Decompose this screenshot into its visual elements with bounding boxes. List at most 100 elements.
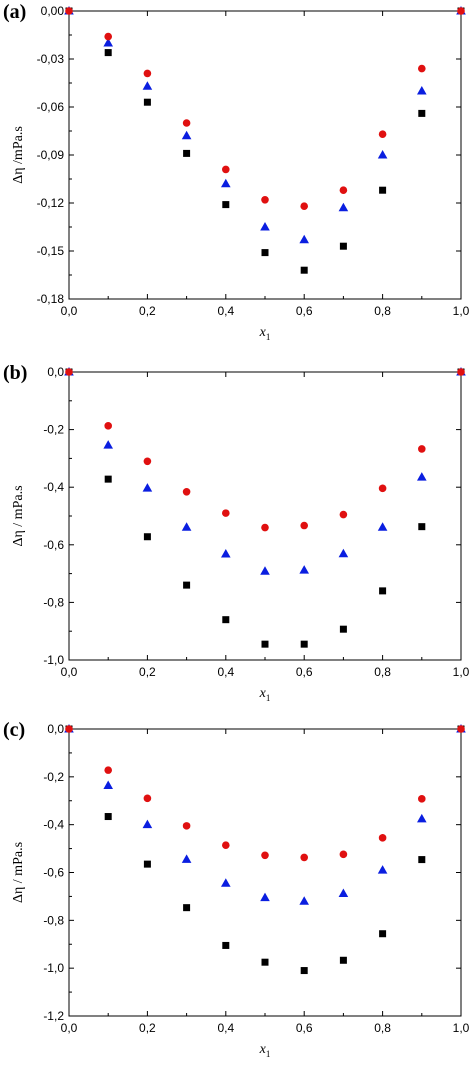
x-tick-label: 1,0 [453,665,470,679]
y-tick-label: -0,6 [43,866,64,880]
series-circle [65,725,465,862]
data-point-square [300,640,308,648]
data-point-circle [339,186,348,194]
series-square [65,7,465,274]
data-point-triangle [417,472,427,481]
x-tick-label: 0,0 [61,1021,78,1035]
data-point-triangle [377,522,388,531]
x-axis-title: x1 [259,325,271,342]
data-point-triangle [142,483,153,492]
data-point-circle [65,725,73,733]
y-tick-label: -0,8 [43,595,64,609]
data-point-square [104,49,112,57]
data-point-square [339,956,347,964]
data-point-square [143,98,151,106]
y-tick-label: 0,0 [47,365,64,379]
y-tick-label: -0,4 [43,818,64,832]
series-square [65,368,465,648]
data-point-circle [418,445,426,453]
x-tick-label: 0,8 [374,665,391,679]
data-point-square [261,249,269,257]
x-tick-label: 0,4 [217,665,234,679]
panel-label: (a) [3,1,26,23]
x-tick-label: 0,0 [61,304,78,318]
x-tick-label: 0,6 [296,1021,313,1035]
x-tick-label: 0,8 [374,304,391,318]
x-tick-label: 0,2 [139,304,156,318]
data-point-triangle [260,892,270,902]
data-point-circle [222,165,230,174]
data-point-circle [143,457,152,466]
data-point-square [143,533,151,541]
data-point-circle [378,484,387,493]
data-point-circle [104,766,112,774]
y-axis-title: Δη / mPa.s [11,842,26,903]
data-point-circle [378,130,387,138]
data-point-circle [418,64,426,73]
data-point-circle [339,510,348,519]
x-tick-label: 0,2 [139,665,156,679]
data-point-triangle [221,878,231,887]
x-tick-label: 0,6 [296,665,313,679]
data-point-triangle [221,178,231,188]
y-tick-label: -0,09 [37,148,65,162]
data-point-triangle [181,130,192,140]
x-tick-label: 0,0 [61,665,78,679]
y-tick-label: -0,03 [37,52,65,66]
data-point-triangle [103,440,113,449]
y-tick-label: -0,2 [43,770,64,784]
y-axis-title: Δη /mPa.s [11,126,26,184]
x-tick-label: 0,4 [217,304,234,318]
data-point-circle [418,795,426,803]
data-point-square [300,967,308,975]
y-tick-label: -0,2 [43,423,64,437]
data-point-square [379,186,387,194]
data-point-triangle [417,813,427,823]
y-tick-label: -0,06 [37,100,65,114]
y-tick-label: 0,00 [41,4,65,18]
data-point-circle [457,7,465,15]
y-tick-label: -0,8 [43,913,64,927]
series-triangle [64,724,466,905]
data-point-circle [143,69,152,78]
data-point-circle [104,32,112,41]
chart-panel-2: 0,0 0,2 0,4 0,6 0,8 1,0 0,0 -0,2 -0,4 -0,6 -0,8 -1,… [3,362,470,703]
series-triangle [64,367,466,575]
y-tick-label: -1,2 [43,1009,64,1023]
panel-label: (b) [3,362,27,384]
series-circle [65,7,465,210]
chart-panel-1: 0,0 0,2 0,4 0,6 0,8 1,0 0,00 -0,03 -0,06 -0,09 -0,… [3,1,470,342]
data-point-circle [65,7,73,15]
data-point-circle [222,841,230,850]
data-point-square [339,625,347,633]
data-point-circle [261,196,269,204]
y-tick-label: -0,6 [43,538,64,552]
data-point-triangle [103,780,113,789]
series-triangle [64,6,466,244]
data-point-square [183,904,191,912]
data-point-square [418,856,426,864]
data-point-circle [65,368,73,376]
y-tick-label: -0,12 [37,196,65,210]
x-axis-title: x1 [259,1042,271,1059]
series-square [65,725,465,975]
data-point-triangle [417,86,427,95]
data-point-circle [457,725,465,733]
panel-label: (c) [3,719,25,741]
data-point-square [222,201,230,209]
y-tick-label: -1,0 [43,653,64,667]
data-point-circle [300,521,309,530]
y-tick-label: -1,0 [43,961,64,975]
data-point-square [183,581,191,589]
data-point-triangle [299,565,309,574]
data-point-square [261,640,269,648]
data-point-circle [182,119,191,127]
data-point-triangle [299,234,309,244]
data-point-square [183,149,191,157]
data-point-square [418,109,426,117]
data-point-triangle [299,896,309,905]
y-tick-label: -0,18 [37,292,65,306]
data-point-triangle [142,81,153,90]
data-point-circle [143,794,152,803]
